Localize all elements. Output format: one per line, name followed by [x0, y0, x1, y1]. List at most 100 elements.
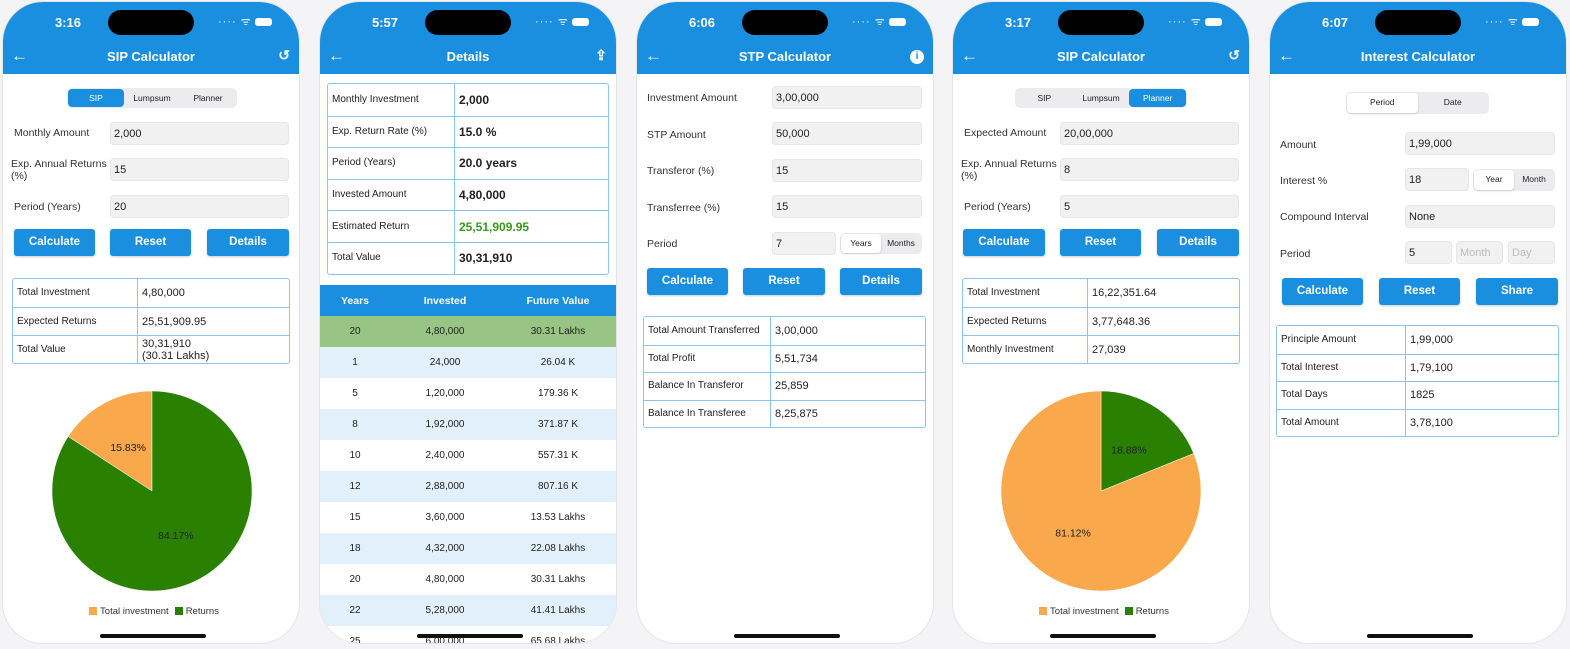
table-row: Balance In Transferor 25,859 — [644, 372, 925, 400]
header: 6:07 ···· ᯤ ← Interest Calculator — [1270, 2, 1566, 74]
legend-label: Total investment — [1050, 606, 1119, 617]
period-input[interactable]: 20 — [110, 195, 289, 218]
tab-lumpsum[interactable]: Lumpsum — [1082, 93, 1120, 103]
stp-amount-input[interactable]: 50,000 — [772, 122, 922, 145]
back-arrow-icon[interactable]: ← — [1278, 46, 1295, 65]
pie-label: 84.17% — [158, 530, 194, 542]
tab-lumpsum[interactable]: Lumpsum — [133, 93, 171, 103]
transferee-input[interactable]: 15 — [772, 195, 922, 218]
details-button[interactable]: Details — [207, 229, 289, 256]
tab-period[interactable]: Period — [1347, 93, 1418, 113]
reset-button[interactable]: Reset — [1060, 229, 1141, 256]
status-time: 6:06 — [688, 15, 716, 30]
page-title: SIP Calculator — [1057, 49, 1145, 64]
period-day-input[interactable]: Day — [1508, 241, 1555, 264]
unit-years[interactable]: Years — [841, 234, 881, 253]
reset-button[interactable]: Reset — [743, 268, 825, 295]
table-row: Total Interest 1,79,100 — [1277, 353, 1558, 381]
back-arrow-icon[interactable]: ← — [328, 46, 345, 65]
history-icon[interactable]: ↺ — [1228, 47, 1240, 63]
table-row: 15 3,60,000 13.53 Lakhs — [320, 502, 616, 533]
row-label: Principle Amount — [1277, 326, 1406, 354]
row-label: Total Investment — [13, 279, 138, 307]
tab-sip[interactable]: SIP — [68, 89, 124, 107]
transferor-input[interactable]: 15 — [772, 159, 922, 182]
share-button[interactable]: Share — [1476, 278, 1558, 305]
details-button[interactable]: Details — [1157, 229, 1239, 256]
share-icon[interactable]: ⇪ — [595, 47, 607, 63]
table-row: 22 5,28,000 41.41 Lakhs — [320, 595, 616, 626]
battery-icon — [572, 18, 589, 26]
table-row: 5 1,20,000 179.36 K — [320, 378, 616, 409]
future-value-cell: 557.31 K — [537, 450, 579, 461]
row-label: Balance In Transferee — [644, 400, 771, 427]
table-row: 10 2,40,000 557.31 K — [320, 440, 616, 471]
calculate-button[interactable]: Calculate — [14, 229, 95, 256]
yearly-table: Years Invested Future Value 20 4,80,000 30… — [320, 285, 616, 643]
period-years-input[interactable]: 5 — [1405, 241, 1452, 264]
stp-amount-label: STP Amount — [647, 129, 706, 141]
pie-chart: 18.88% 81.12% — [1000, 390, 1202, 592]
table-row: Total Days 1825 — [1277, 381, 1558, 409]
table-row: Total Investment 16,22,351.64 — [963, 279, 1239, 307]
tab-planner[interactable]: Planner — [1129, 89, 1187, 107]
table-row: Total Investment 4,80,000 — [13, 279, 289, 307]
pie-slice-investment — [67, 390, 153, 492]
back-arrow-icon[interactable]: ← — [645, 46, 662, 65]
home-indicator[interactable] — [734, 634, 840, 638]
phone-interest-calculator: 6:07 ···· ᯤ ← Interest Calculator Period… — [1270, 2, 1566, 643]
compound-interval-select[interactable]: None — [1405, 205, 1555, 228]
back-arrow-icon[interactable]: ← — [11, 46, 28, 65]
years-cell: 22 — [349, 605, 361, 616]
unit-months[interactable]: Months — [887, 238, 915, 248]
amount-input[interactable]: 1,99,000 — [1405, 132, 1555, 155]
status-time: 3:17 — [1004, 15, 1032, 30]
back-arrow-icon[interactable]: ← — [961, 46, 978, 65]
invested-cell: 6,00,000 — [425, 636, 465, 643]
info-icon[interactable]: i — [910, 50, 924, 64]
pie-label: 81.12% — [1055, 527, 1091, 539]
unit-month[interactable]: Month — [1522, 174, 1546, 184]
row-value: 25,51,909.95 — [142, 315, 207, 328]
phone-sip-calculator: 3:16 ···· ᯤ ← SIP Calculator ↺ SIP Lumps… — [3, 2, 299, 643]
investment-amount-input[interactable]: 3,00,000 — [772, 86, 922, 109]
period-month-input[interactable]: Month — [1456, 241, 1503, 264]
calculate-button[interactable]: Calculate — [647, 268, 728, 295]
monthly-amount-input[interactable]: 2,000 — [110, 122, 289, 145]
years-cell: 25 — [349, 636, 361, 643]
table-row: Total Amount Transferred 3,00,000 — [644, 317, 925, 345]
reset-button[interactable]: Reset — [110, 229, 191, 256]
unit-year[interactable]: Year — [1474, 170, 1514, 190]
home-indicator[interactable] — [417, 634, 523, 638]
row-value: 15.0 % — [459, 124, 497, 139]
tab-sip[interactable]: SIP — [1037, 93, 1052, 103]
reset-button[interactable]: Reset — [1379, 278, 1460, 305]
legend-label: Total investment — [100, 606, 169, 617]
calculate-button[interactable]: Calculate — [963, 229, 1045, 256]
tab-date[interactable]: Date — [1443, 97, 1462, 107]
table-row: Expected Returns 25,51,909.95 — [13, 307, 289, 335]
annual-returns-input[interactable]: 8 — [1060, 158, 1239, 181]
table-row: Monthly Investment 27,039 — [963, 335, 1239, 363]
expected-amount-input[interactable]: 20,00,000 — [1060, 122, 1239, 145]
home-indicator[interactable] — [1050, 634, 1156, 638]
future-value-cell: 41.41 Lakhs — [530, 605, 586, 616]
table-row: Total Value 30,31,910 (30.31 Lakhs) — [13, 335, 289, 363]
history-icon[interactable]: ↺ — [278, 47, 290, 63]
interest-input[interactable]: 18 — [1405, 168, 1469, 191]
results-table: Total Amount Transferred 3,00,000 Total Pr… — [643, 316, 926, 428]
calculate-button[interactable]: Calculate — [1282, 278, 1363, 305]
period-input[interactable]: 5 — [1060, 195, 1239, 218]
period-unit-toggle: Years Months — [840, 233, 922, 254]
tab-planner[interactable]: Planner — [193, 93, 223, 103]
interest-unit-toggle: Year Month — [1473, 169, 1555, 191]
table-row: Period (Years) 20.0 years — [328, 147, 608, 179]
dynamic-island — [742, 10, 828, 35]
page-title: Interest Calculator — [1360, 49, 1476, 64]
row-value: 3,00,000 — [775, 324, 818, 337]
annual-returns-input[interactable]: 15 — [110, 158, 289, 181]
details-button[interactable]: Details — [840, 268, 922, 295]
period-input[interactable]: 7 — [772, 232, 836, 255]
home-indicator[interactable] — [100, 634, 206, 638]
home-indicator[interactable] — [1367, 634, 1473, 638]
